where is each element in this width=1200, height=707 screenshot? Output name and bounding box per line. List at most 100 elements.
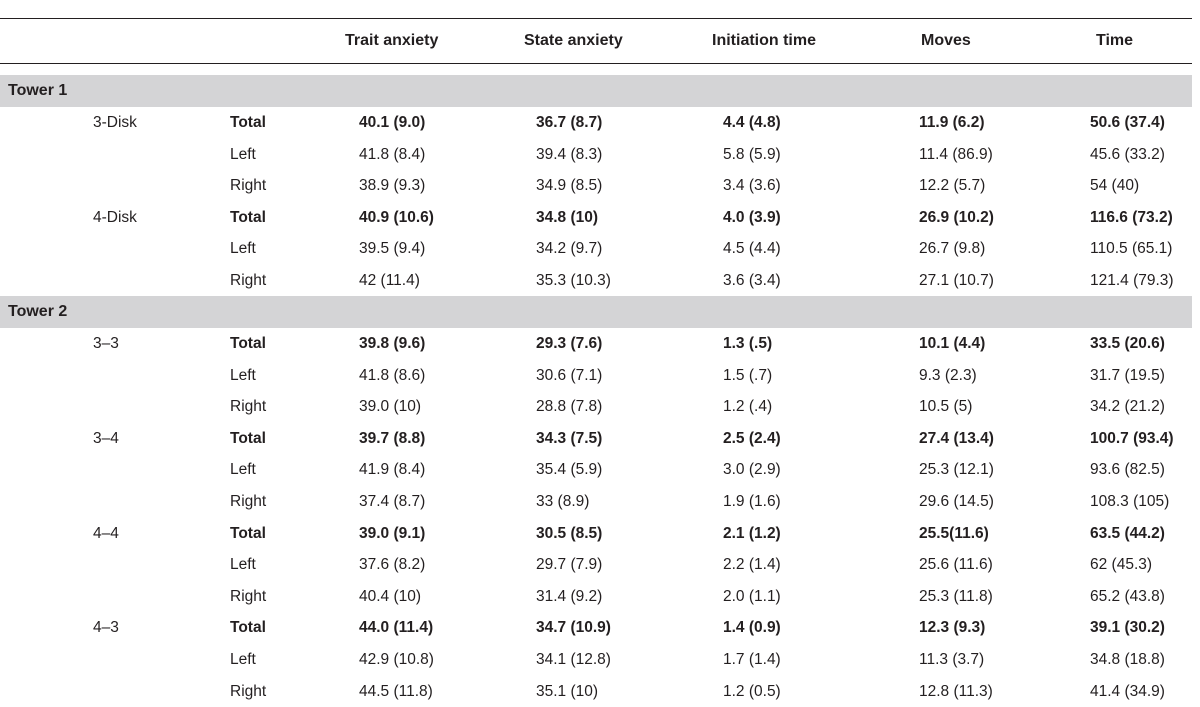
cell-state-anxiety: 39.4 (8.3) [536,145,603,163]
cell-state-anxiety: 35.4 (5.9) [536,461,603,479]
cell-state-anxiety: 34.8 (10) [536,208,599,226]
cell-trait-anxiety: 39.0 (9.1) [359,524,426,542]
subgroup-label: Left [230,556,256,574]
table-row: Right 38.9 (9.3) 34.9 (8.5) 3.4 (3.6) 12.2 (… [0,170,1192,201]
cell-initiation-time: 1.2 (.4) [723,398,773,416]
table-row: 3-Disk Total 40.1 (9.0) 36.7 (8.7) 4.4 (4.8)… [0,107,1192,138]
cell-moves: 27.1 (10.7) [919,272,994,289]
cell-time: 116.6 (73.2) [1090,208,1173,226]
subgroup-label: Right [230,493,267,510]
condition-label: 3-Disk [93,114,137,131]
subgroup-label: Left [230,461,256,479]
subgroup-label: Total [230,114,266,131]
cell-trait-anxiety: 42.9 (10.8) [359,651,434,668]
header-row: Trait anxiety State anxiety Initiation t… [0,20,1192,62]
cell-trait-anxiety: 39.5 (9.4) [359,240,426,258]
cell-trait-anxiety: 42 (11.4) [359,272,420,289]
cell-initiation-time: 4.0 (3.9) [723,208,781,226]
cell-trait-anxiety: 44.5 (11.8) [359,682,433,700]
cell-time: 31.7 (19.5) [1090,366,1165,384]
header-time: Time [1096,32,1134,49]
cell-trait-anxiety: 38.9 (9.3) [359,177,426,195]
table-row: Left 37.6 (8.2) 29.7 (7.9) 2.2 (1.4) 25.6 (1… [0,549,1192,580]
header-initiation-time: Initiation time [712,32,816,49]
table-row: Right 37.4 (8.7) 33 (8.9) 1.9 (1.6) 29.6 (14… [0,486,1192,517]
condition-label: 3–4 [93,429,119,447]
section-header: Tower 1 [0,75,1192,107]
subgroup-label: Total [230,208,266,226]
table-row: 3–4 Total 39.7 (8.8) 34.3 (7.5) 2.5 (2.4) 27.… [0,423,1192,454]
condition-label: 4–4 [93,524,119,542]
cell-time: 45.6 (33.2) [1090,145,1165,163]
cell-moves: 10.1 (4.4) [919,335,986,352]
cell-moves: 11.3 (3.7) [919,651,985,668]
table-row: Left 39.5 (9.4) 34.2 (9.7) 4.5 (4.4) 26.7 (9… [0,233,1192,264]
subgroup-label: Left [230,240,256,258]
cell-state-anxiety: 29.7 (7.9) [536,556,603,574]
cell-state-anxiety: 34.9 (8.5) [536,177,603,195]
cell-moves: 25.3 (11.8) [919,587,993,605]
cell-initiation-time: 2.5 (2.4) [723,429,781,447]
cell-initiation-time: 2.2 (1.4) [723,556,781,574]
table-row: Left 42.9 (10.8) 34.1 (12.8) 1.7 (1.4) 11.3 … [0,644,1192,675]
cell-moves: 26.9 (10.2) [919,208,994,226]
section-label: Tower 2 [8,303,68,320]
header-rule [0,63,1192,64]
cell-trait-anxiety: 40.9 (10.6) [359,208,434,226]
subgroup-label: Left [230,651,256,668]
cell-state-anxiety: 29.3 (7.6) [536,335,603,352]
condition-label: 4–3 [93,619,119,637]
cell-initiation-time: 1.3 (.5) [723,335,773,352]
cell-state-anxiety: 30.5 (8.5) [536,524,603,542]
section-header: Tower 2 [0,296,1192,328]
cell-moves: 25.5(11.6) [919,524,989,542]
cell-initiation-time: 1.7 (1.4) [723,651,781,668]
cell-trait-anxiety: 44.0 (11.4) [359,619,434,637]
cell-initiation-time: 2.0 (1.1) [723,587,781,605]
table-row: Right 40.4 (10) 31.4 (9.2) 2.0 (1.1) 25.3 (1… [0,581,1192,612]
cell-moves: 25.6 (11.6) [919,556,993,574]
table-row: Right 39.0 (10) 28.8 (7.8) 1.2 (.4) 10.5 (5)… [0,391,1192,422]
cell-moves: 11.9 (6.2) [919,114,985,131]
cell-state-anxiety: 35.1 (10) [536,682,599,700]
cell-initiation-time: 1.9 (1.6) [723,493,781,510]
cell-initiation-time: 1.2 (0.5) [723,682,781,700]
cell-state-anxiety: 34.3 (7.5) [536,429,603,447]
subgroup-label: Total [230,335,266,352]
table-row: Left 41.9 (8.4) 35.4 (5.9) 3.0 (2.9) 25.3 (1… [0,454,1192,485]
cell-state-anxiety: 34.1 (12.8) [536,651,611,668]
cell-time: 54 (40) [1090,177,1140,195]
cell-trait-anxiety: 40.1 (9.0) [359,114,426,131]
cell-state-anxiety: 33 (8.9) [536,493,590,510]
subgroup-label: Total [230,524,266,542]
cell-state-anxiety: 36.7 (8.7) [536,114,603,131]
cell-state-anxiety: 34.2 (9.7) [536,240,603,258]
table-row: 4–3 Total 44.0 (11.4) 34.7 (10.9) 1.4 (0.9) 1… [0,612,1192,643]
cell-trait-anxiety: 40.4 (10) [359,587,422,605]
cell-time: 63.5 (44.2) [1090,524,1165,542]
cell-trait-anxiety: 37.4 (8.7) [359,493,426,510]
subgroup-label: Total [230,619,266,637]
cell-state-anxiety: 31.4 (9.2) [536,587,603,605]
cell-time: 50.6 (37.4) [1090,114,1165,131]
subgroup-label: Right [230,682,267,700]
cell-state-anxiety: 30.6 (7.1) [536,366,603,384]
table-row: 4-Disk Total 40.9 (10.6) 34.8 (10) 4.0 (3.9)… [0,202,1192,233]
cell-initiation-time: 3.4 (3.6) [723,177,781,195]
cell-trait-anxiety: 39.0 (10) [359,398,422,416]
cell-time: 65.2 (43.8) [1090,587,1165,605]
cell-initiation-time: 4.4 (4.8) [723,114,781,131]
subgroup-label: Right [230,272,267,289]
cell-trait-anxiety: 41.8 (8.4) [359,145,426,163]
cell-moves: 12.8 (11.3) [919,682,993,700]
cell-trait-anxiety: 39.7 (8.8) [359,429,426,447]
subgroup-label: Right [230,177,267,195]
cell-initiation-time: 5.8 (5.9) [723,145,781,163]
cell-time: 121.4 (79.3) [1090,272,1174,289]
cell-initiation-time: 3.0 (2.9) [723,461,781,479]
cell-time: 34.2 (21.2) [1090,398,1165,416]
cell-state-anxiety: 35.3 (10.3) [536,272,611,289]
subgroup-label: Right [230,587,267,605]
cell-time: 100.7 (93.4) [1090,429,1174,447]
cell-trait-anxiety: 41.8 (8.6) [359,366,426,384]
